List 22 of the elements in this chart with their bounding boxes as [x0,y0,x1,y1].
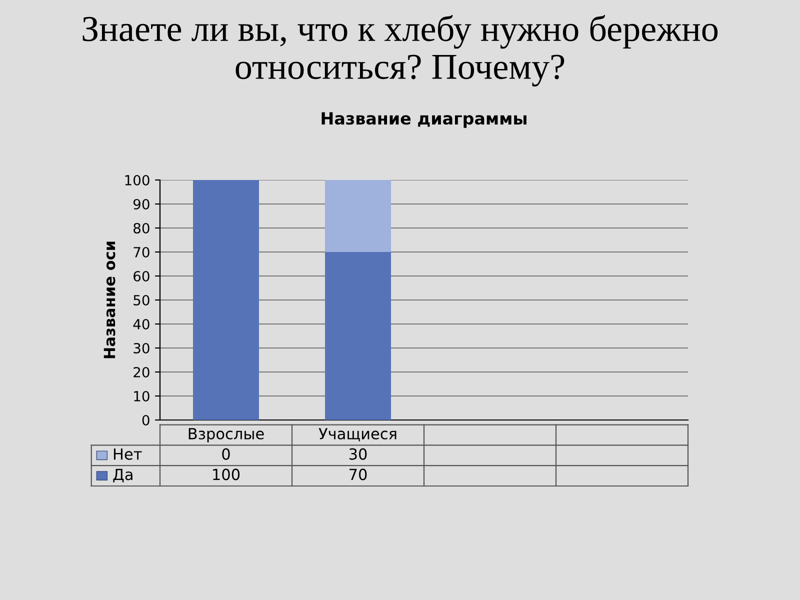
y-tick-label: 80 [134,222,150,234]
data-label: 100 [213,468,240,480]
y-tick-label: 100 [125,174,150,186]
data-label: 70 [350,468,367,480]
y-tick-label: 60 [134,270,150,282]
legend-label: Нет [114,448,142,460]
legend-label: Да [113,468,132,482]
y-tick-label: 0 [142,414,150,426]
y-tick-label: 30 [134,342,150,354]
y-tick-label: 40 [133,318,150,330]
y-tick-label: 50 [134,294,150,306]
y-axis-title: Название оси [104,242,116,358]
y-tick-label: 90 [133,198,150,210]
chart-title: Знаете ли вы, что к хлебу нужно бережно относиться? Почему? [82,15,718,86]
y-tick-label: 10 [134,390,150,402]
data-label: 0 [222,448,230,460]
x-tick-label: Учащиеся [318,428,396,442]
chart-subtitle: Название диаграммы [322,112,526,128]
y-tick-label: 20 [134,366,150,378]
x-tick-label: Взрослые [188,428,264,442]
data-label: 30 [349,448,367,460]
y-tick-label: 70 [134,246,150,258]
